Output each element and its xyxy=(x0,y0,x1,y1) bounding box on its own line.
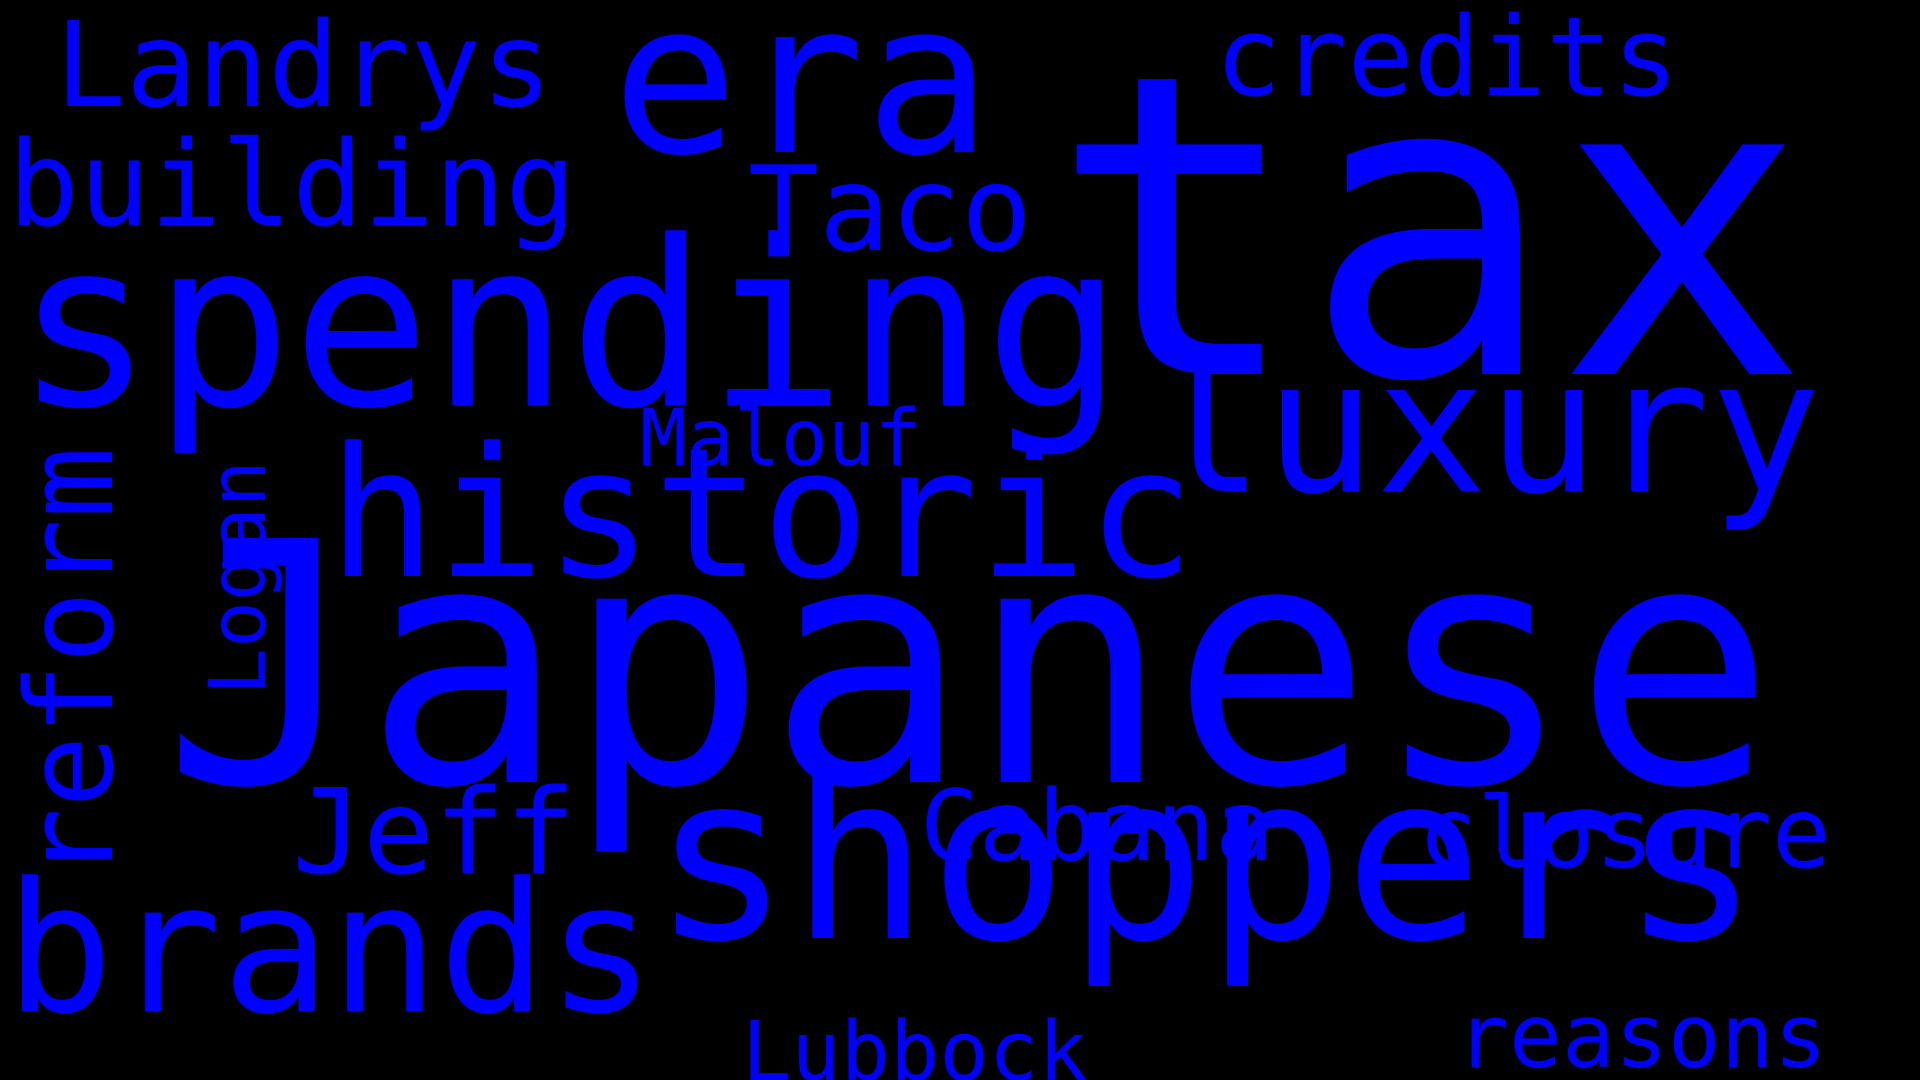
word-jeff: Jeff xyxy=(292,763,577,901)
word-spending: spending xyxy=(15,193,1123,460)
word-landrys: Landrys xyxy=(55,0,553,134)
word-tax: tax xyxy=(1050,0,1809,474)
word-reform: reform xyxy=(2,446,141,880)
word-closure: closure xyxy=(1418,777,1832,891)
word-cabana: Cabana xyxy=(920,770,1275,884)
word-malouf: Malouf xyxy=(640,394,922,484)
word-credits: credits xyxy=(1215,0,1679,121)
word-brands: brands xyxy=(5,845,656,1054)
word-reasons: reasons xyxy=(1456,985,1827,1080)
word-shoppers: shoppers xyxy=(652,726,1760,993)
word-logan: Logan xyxy=(194,460,284,695)
word-era: era xyxy=(612,0,992,202)
word-taco: Taco xyxy=(748,140,1033,278)
word-lubbock: Lubbock xyxy=(742,1005,1088,1080)
word-luxury: luxury xyxy=(1153,319,1822,535)
word-historic: historic xyxy=(328,410,1195,619)
word-japanese: Japanese xyxy=(162,472,1776,862)
word-building: building xyxy=(8,115,577,253)
